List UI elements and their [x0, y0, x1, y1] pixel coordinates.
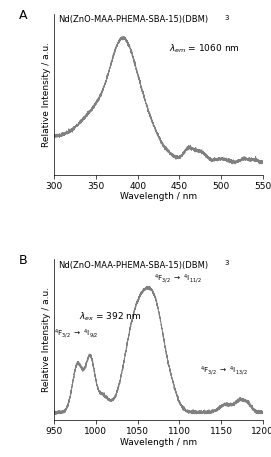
Text: 3: 3	[224, 260, 229, 266]
Text: $^4$F$_{3/2}$ $\rightarrow$ $^4$I$_{11/2}$: $^4$F$_{3/2}$ $\rightarrow$ $^4$I$_{11/2…	[154, 272, 202, 285]
Y-axis label: Relative Intensity / a.u.: Relative Intensity / a.u.	[43, 287, 51, 392]
X-axis label: Wavelength / nm: Wavelength / nm	[120, 438, 197, 447]
Text: $\lambda_{em}$ = 1060 nm: $\lambda_{em}$ = 1060 nm	[169, 43, 240, 55]
Text: Nd(ZnO-MAA-PHEMA-SBA-15)(DBM): Nd(ZnO-MAA-PHEMA-SBA-15)(DBM)	[58, 16, 208, 24]
Y-axis label: Relative Intensity / a.u.: Relative Intensity / a.u.	[43, 42, 51, 147]
Text: A: A	[19, 9, 27, 22]
Text: 3: 3	[224, 15, 229, 21]
X-axis label: Wavelength / nm: Wavelength / nm	[120, 192, 197, 202]
Text: B: B	[19, 254, 27, 267]
Text: $^4$F$_{3/2}$ $\rightarrow$ $^4$I$_{13/2}$: $^4$F$_{3/2}$ $\rightarrow$ $^4$I$_{13/2…	[200, 364, 248, 377]
Text: $\lambda_{ex}$ = 392 nm: $\lambda_{ex}$ = 392 nm	[79, 311, 142, 323]
Text: Nd(ZnO-MAA-PHEMA-SBA-15)(DBM): Nd(ZnO-MAA-PHEMA-SBA-15)(DBM)	[58, 260, 208, 270]
Text: $^4$F$_{3/2}$ $\rightarrow$ $^4$I$_{9/2}$: $^4$F$_{3/2}$ $\rightarrow$ $^4$I$_{9/2}…	[54, 327, 99, 340]
